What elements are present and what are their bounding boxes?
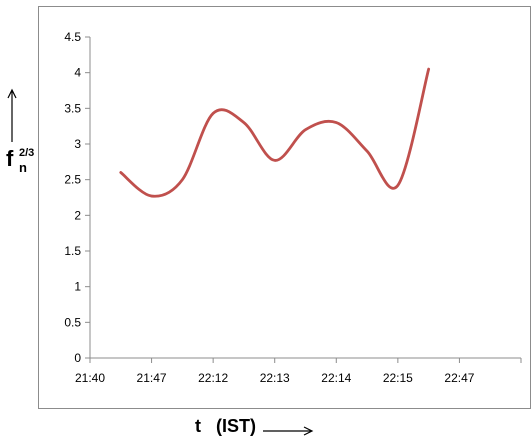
series-group	[119, 67, 431, 198]
x-tick-label: 22:12	[198, 371, 228, 385]
y-tick-label: 1	[74, 280, 81, 294]
x-axis-arrow-icon	[263, 426, 314, 436]
y-tick-label: 2.5	[64, 173, 81, 187]
chart-frame	[38, 6, 531, 409]
x-tick-label: 21:47	[137, 371, 167, 385]
y-axis-label: f	[6, 146, 14, 171]
y-tick-label: 2	[74, 208, 81, 222]
x-tick-label: 22:14	[321, 371, 351, 385]
x-tick-label: 22:13	[260, 371, 290, 385]
y-tick-label: 4.5	[64, 30, 81, 44]
y-tick-label: 1.5	[64, 244, 81, 258]
y-tick-label: 4	[74, 66, 81, 80]
x-axis-label: t (IST)	[195, 416, 256, 436]
x-tick-label: 21:40	[75, 371, 105, 385]
x-tick-label: 22:15	[383, 371, 413, 385]
series-line	[119, 67, 431, 198]
y-tick-label: 3	[74, 137, 81, 151]
y-axis-arrow-icon	[7, 88, 17, 142]
x-axis: 21:40 21:47 22:12 22:13 22:14 22:15 22:47	[75, 357, 522, 385]
x-tick-label: 22:47	[444, 371, 474, 385]
y-axis-label-superscript: 2/3	[19, 147, 35, 159]
y-axis-label-subscript: n	[19, 160, 27, 175]
y-tick-label: 0.5	[64, 315, 81, 329]
y-tick-label: 0	[74, 351, 81, 365]
y-tick-label: 3.5	[64, 101, 81, 115]
y-axis: 0 0.5 1 1.5 2 2.5 3 3.5 4 4.5	[64, 30, 91, 365]
